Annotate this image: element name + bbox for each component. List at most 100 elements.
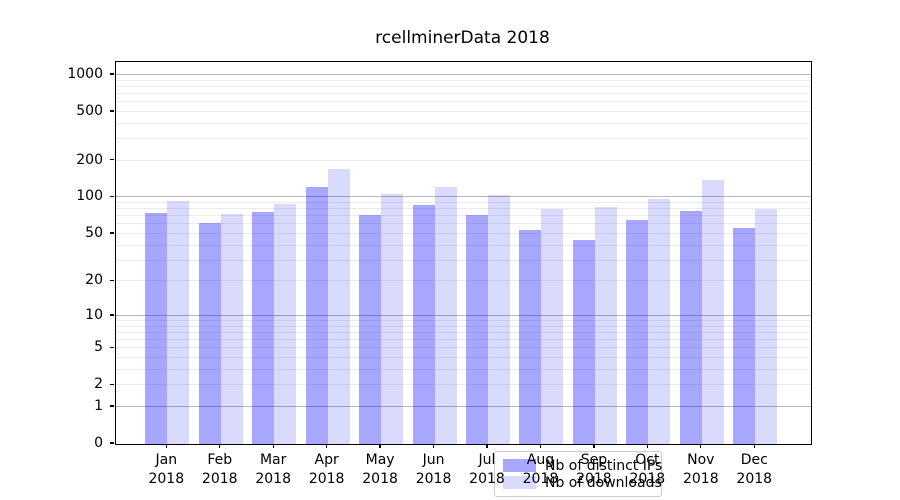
bar-apr-downloads (327, 169, 350, 444)
bar-dec-downloads (755, 209, 778, 444)
bar-sep-downloads (594, 206, 617, 444)
legend: Nb of distinct IPs Nb of downloads (494, 451, 662, 497)
x-tick-label-mar: Mar 2018 (255, 452, 291, 487)
y-tick-label-2: 2 (94, 376, 103, 393)
gridline-90 (116, 202, 811, 204)
legend-label-0: Nb of distinct IPs (545, 457, 663, 474)
y-tick-mark-100 (110, 195, 114, 198)
x-tick-mark-oct (646, 444, 649, 448)
gridline-10 (116, 314, 811, 316)
y-tick-mark-500 (110, 110, 114, 112)
bar-jul-distinct-ips (466, 214, 488, 444)
y-tick-label-5: 5 (94, 339, 103, 356)
y-tick-mark-1 (110, 405, 114, 407)
x-tick-mark-mar (272, 444, 274, 448)
x-tick-label-aug: Aug 2018 (522, 452, 559, 487)
x-tick-mark-jul (486, 444, 488, 448)
y-tick-label-1000: 1000 (67, 65, 103, 82)
legend-row-0: Nb of distinct IPs (503, 457, 662, 474)
bar-mar-downloads (274, 203, 297, 444)
gridline-6 (116, 339, 811, 341)
bar-nov-downloads (701, 179, 724, 444)
gridline-30 (116, 259, 811, 261)
x-tick-label-nov: Nov 2018 (682, 452, 719, 487)
gridline-9 (116, 320, 811, 321)
legend-row-1: Nb of downloads (503, 474, 662, 491)
bar-sep-distinct-ips (572, 239, 595, 444)
gridline-2 (116, 384, 811, 386)
bar-oct-downloads (648, 199, 671, 444)
bar-apr-distinct-ips (305, 186, 328, 444)
x-tick-label-jul: Jul 2018 (469, 452, 505, 487)
bar-oct-distinct-ips (626, 220, 649, 444)
gridline-80 (116, 208, 811, 210)
y-tick-label-0: 0 (94, 435, 103, 451)
gridline-60 (116, 223, 811, 225)
legend-label-1: Nb of downloads (545, 474, 662, 491)
gridline-200 (116, 159, 811, 161)
legend-swatch-1 (503, 476, 536, 489)
chart-title: rcellminerData 2018 (375, 28, 550, 48)
x-tick-label-jan: Jan 2018 (148, 452, 185, 487)
bar-may-distinct-ips (359, 214, 382, 444)
x-tick-mark-jan (165, 444, 167, 448)
bar-aug-downloads (541, 209, 564, 444)
bar-mar-distinct-ips (252, 212, 275, 444)
gridline-500 (116, 110, 811, 112)
y-tick-mark-1000 (110, 73, 114, 75)
gridline-100 (116, 196, 811, 198)
gridline-40 (116, 244, 811, 246)
x-tick-label-sep: Sep 2018 (576, 452, 612, 487)
bar-nov-distinct-ips (679, 210, 702, 444)
x-tick-label-jun: Jun 2018 (415, 452, 452, 487)
x-tick-mark-apr (325, 444, 328, 448)
y-tick-label-500: 500 (76, 102, 103, 119)
x-tick-label-feb: Feb 2018 (201, 452, 238, 487)
y-tick-mark-20 (110, 279, 114, 282)
gridline-800 (116, 85, 811, 87)
gridline-5 (116, 347, 811, 349)
gridline-50 (116, 232, 811, 234)
x-tick-label-apr: Apr 2018 (308, 452, 345, 487)
x-tick-mark-jun (432, 444, 435, 448)
bar-dec-distinct-ips (733, 228, 756, 444)
y-tick-label-1: 1 (94, 397, 103, 414)
y-tick-mark-5 (110, 346, 114, 348)
gridline-7 (116, 331, 811, 333)
x-tick-mark-feb (219, 444, 221, 448)
x-tick-label-dec: Dec 2018 (736, 452, 773, 487)
y-tick-label-100: 100 (76, 188, 103, 205)
gridline-3 (116, 368, 811, 370)
bar-feb-downloads (220, 214, 243, 444)
x-tick-label-may: May 2018 (362, 452, 398, 487)
x-tick-mark-sep (593, 444, 595, 448)
y-tick-mark-2 (110, 383, 114, 385)
y-tick-label-10: 10 (85, 306, 103, 323)
y-tick-mark-0 (110, 442, 114, 444)
legend-swatch-0 (503, 459, 536, 472)
gridline-70 (116, 215, 811, 217)
y-tick-mark-200 (110, 159, 114, 161)
bar-jan-downloads (167, 201, 190, 444)
gridline-300 (116, 138, 811, 140)
plot-area: Nb of distinct IPs Nb of downloads (115, 61, 812, 497)
gridline-20 (116, 280, 811, 282)
gridline-1000 (116, 73, 811, 75)
gridline-600 (116, 101, 811, 103)
y-tick-mark-50 (110, 232, 114, 234)
x-tick-mark-dec (753, 444, 755, 448)
y-tick-label-50: 50 (85, 224, 103, 241)
bar-jun-downloads (434, 186, 457, 444)
gridline-4 (116, 357, 811, 359)
bar-aug-distinct-ips (519, 229, 542, 444)
gridline-8 (116, 325, 811, 327)
bar-jan-distinct-ips (145, 212, 168, 444)
gridline-400 (116, 122, 811, 124)
y-tick-label-20: 20 (85, 272, 103, 289)
bar-jun-distinct-ips (412, 204, 435, 444)
gridline-900 (116, 79, 811, 81)
gridline-700 (116, 92, 811, 94)
bar-feb-distinct-ips (198, 222, 221, 444)
bar-may-downloads (381, 194, 404, 444)
